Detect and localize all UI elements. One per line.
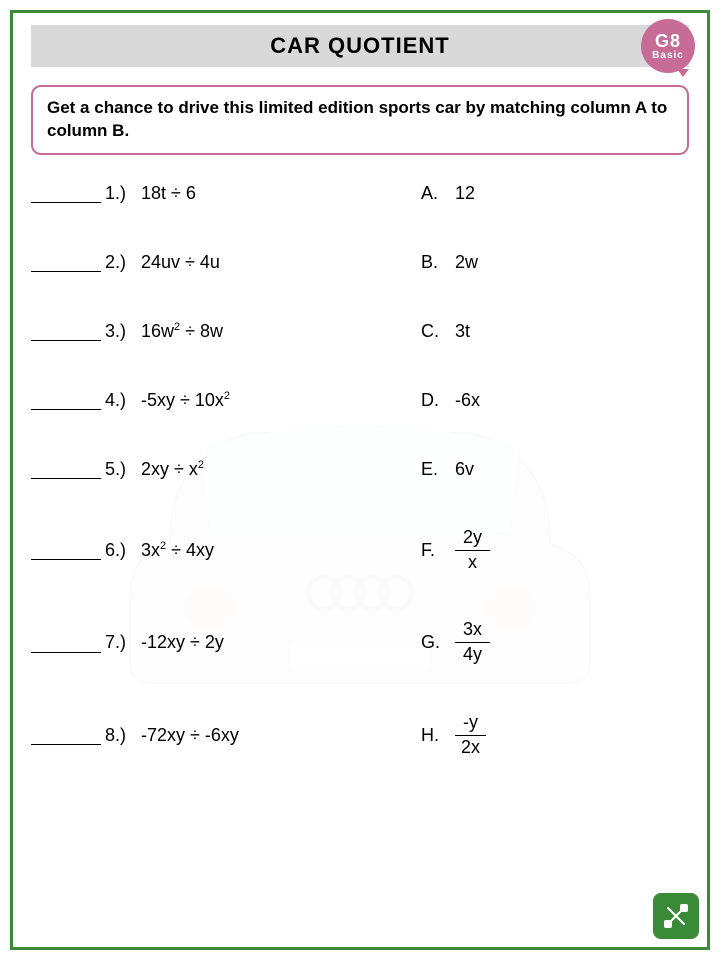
instructions-text: Get a chance to drive this limited editi…	[47, 98, 667, 140]
page-title: CAR QUOTIENT	[270, 33, 449, 58]
answer-value: 3x4y	[455, 620, 490, 665]
answer-blank[interactable]	[31, 459, 101, 479]
answer-letter: F.	[421, 540, 455, 561]
problem-number: 5.)	[105, 459, 141, 480]
problem-number: 3.)	[105, 321, 141, 342]
problem-expression: -12xy ÷ 2y	[141, 632, 421, 653]
problem-expression: -5xy ÷ 10x2	[141, 390, 421, 411]
problem-number: 1.)	[105, 183, 141, 204]
answer-value: -y2x	[455, 713, 486, 758]
answer-blank[interactable]	[31, 183, 101, 203]
problem-row: 7.)-12xy ÷ 2yG.3x4y	[31, 620, 689, 665]
problem-number: 2.)	[105, 252, 141, 273]
problem-expression: 24uv ÷ 4u	[141, 252, 421, 273]
title-bar: CAR QUOTIENT G8 Basic	[31, 25, 689, 67]
problem-row: 1.)18t ÷ 6A.12	[31, 183, 689, 204]
answer-blank[interactable]	[31, 252, 101, 272]
grade-level: Basic	[652, 50, 684, 61]
problem-number: 6.)	[105, 540, 141, 561]
problem-expression: -72xy ÷ -6xy	[141, 725, 421, 746]
answer-blank[interactable]	[31, 390, 101, 410]
problem-row: 2.)24uv ÷ 4uB.2w	[31, 252, 689, 273]
problem-row: 8.)-72xy ÷ -6xyH.-y2x	[31, 713, 689, 758]
problem-number: 8.)	[105, 725, 141, 746]
grade-badge: G8 Basic	[641, 19, 695, 73]
answer-value: -6x	[455, 390, 480, 411]
worksheet-page: CAR QUOTIENT G8 Basic Get a chance to dr…	[10, 10, 710, 950]
answer-letter: G.	[421, 632, 455, 653]
answer-value: 3t	[455, 321, 470, 342]
answer-letter: C.	[421, 321, 455, 342]
grade-code: G8	[655, 32, 681, 50]
problem-row: 4.)-5xy ÷ 10x2D.-6x	[31, 390, 689, 411]
answer-letter: E.	[421, 459, 455, 480]
answer-blank[interactable]	[31, 540, 101, 560]
problem-number: 4.)	[105, 390, 141, 411]
answer-letter: A.	[421, 183, 455, 204]
problem-row: 5.)2xy ÷ x2E.6v	[31, 459, 689, 480]
answer-letter: D.	[421, 390, 455, 411]
problem-expression: 2xy ÷ x2	[141, 459, 421, 480]
problem-rows: 1.)18t ÷ 6A.12 2.)24uv ÷ 4uB.2w 3.)16w2 ÷ …	[31, 183, 689, 758]
answer-blank[interactable]	[31, 321, 101, 341]
problem-number: 7.)	[105, 632, 141, 653]
answer-value: 2w	[455, 252, 478, 273]
answer-value: 12	[455, 183, 475, 204]
problem-row: 3.)16w2 ÷ 8wC.3t	[31, 321, 689, 342]
instructions-box: Get a chance to drive this limited editi…	[31, 85, 689, 155]
answer-blank[interactable]	[31, 633, 101, 653]
problem-row: 6.)3x2 ÷ 4xyF.2yx	[31, 528, 689, 573]
problem-expression: 16w2 ÷ 8w	[141, 321, 421, 342]
answer-value: 6v	[455, 459, 474, 480]
problem-expression: 18t ÷ 6	[141, 183, 421, 204]
answer-letter: H.	[421, 725, 455, 746]
tools-icon	[653, 893, 699, 939]
answer-value: 2yx	[455, 528, 490, 573]
problem-expression: 3x2 ÷ 4xy	[141, 540, 421, 561]
answer-blank[interactable]	[31, 725, 101, 745]
answer-letter: B.	[421, 252, 455, 273]
